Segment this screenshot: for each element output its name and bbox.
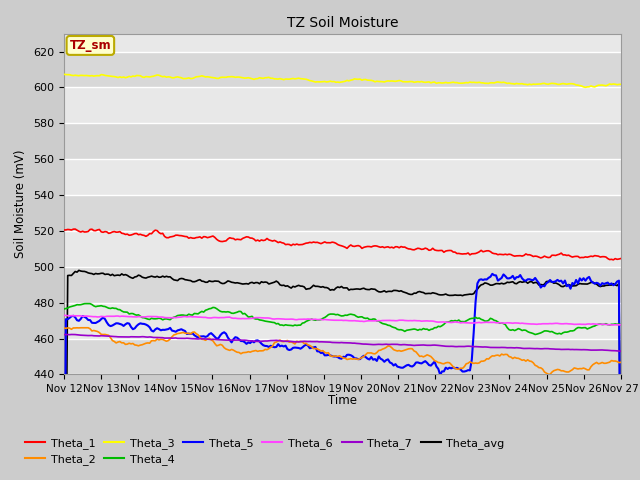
Bar [64, 87, 621, 123]
Bar [64, 231, 621, 267]
Y-axis label: Soil Moisture (mV): Soil Moisture (mV) [15, 150, 28, 258]
Text: TZ_sm: TZ_sm [70, 39, 111, 52]
X-axis label: Time: Time [328, 394, 357, 407]
Bar [64, 195, 621, 231]
Bar [64, 51, 621, 87]
Bar [64, 123, 621, 159]
Bar [64, 267, 621, 303]
Bar [64, 303, 621, 338]
Legend: Theta_1, Theta_2, Theta_3, Theta_4, Theta_5, Theta_6, Theta_7, Theta_avg: Theta_1, Theta_2, Theta_3, Theta_4, Thet… [25, 438, 504, 465]
Title: TZ Soil Moisture: TZ Soil Moisture [287, 16, 398, 30]
Bar [64, 159, 621, 195]
Bar [64, 338, 621, 374]
